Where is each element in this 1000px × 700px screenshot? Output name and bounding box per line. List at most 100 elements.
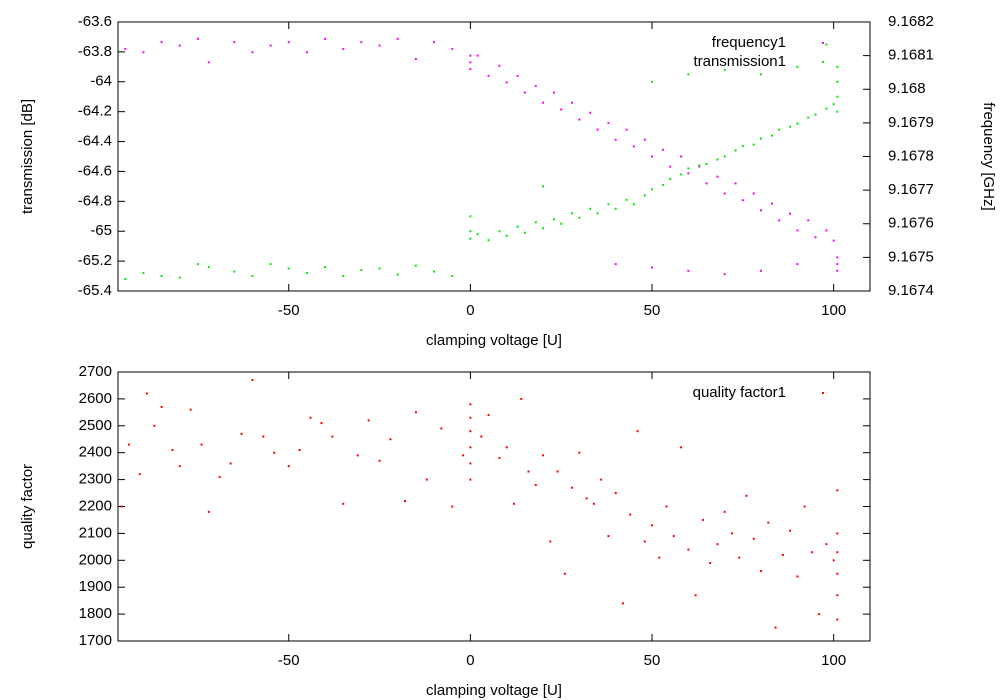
data-point [818,613,821,616]
y2-tick-label: 9.1674 [888,282,934,299]
data-point [469,430,472,433]
data-point [171,449,174,452]
data-point [752,192,755,195]
data-point [661,148,664,151]
data-point [469,462,472,465]
data-point [360,41,363,44]
data-point [781,553,784,556]
data-point [487,414,490,417]
data-point [789,125,792,128]
data-point [542,101,545,104]
data-point [414,264,417,267]
data-point [433,41,436,44]
data-point [138,473,141,476]
data-point [560,222,563,225]
data-point [552,218,555,221]
data-point [578,216,581,219]
data-point [836,80,839,83]
data-point [469,446,472,449]
data-point [760,137,763,140]
data-point [124,47,127,50]
data-point [723,510,726,513]
data-point [760,269,763,272]
data-point [229,462,232,465]
data-point [832,559,835,562]
x-tick-label: -50 [278,302,300,319]
legend-marker [822,61,824,63]
y-tick-label: 2500 [79,417,112,434]
y-axis-label: transmission [dB] [19,99,36,214]
y-tick-label: 2400 [79,444,112,461]
data-point [745,494,748,497]
data-point [651,524,654,527]
data-point [734,182,737,185]
y2-tick-label: 9.1681 [888,47,934,64]
data-point [516,74,519,77]
data-point [367,419,370,422]
data-point [476,54,479,57]
data-point [632,203,635,206]
data-point [324,37,327,40]
data-point [563,572,566,575]
data-point [698,165,701,168]
data-point [331,435,334,438]
data-point [770,134,773,137]
data-point [469,416,472,419]
data-point [578,118,581,121]
data-point [716,543,719,546]
data-point [542,227,545,230]
data-point [810,551,813,554]
data-point [760,570,763,573]
data-point [378,267,381,270]
data-point [142,272,145,275]
x-tick-label: 0 [466,302,474,319]
data-point [124,278,127,281]
data-point [305,51,308,54]
data-point [651,188,654,191]
data-point [741,199,744,202]
y2-tick-label: 9.1682 [888,13,934,30]
data-point [451,47,454,50]
data-point [709,561,712,564]
data-point [832,103,835,106]
data-point [262,435,265,438]
data-point [600,478,603,481]
y-tick-label: -64 [90,73,112,90]
data-point [469,230,472,233]
data-point [836,551,839,554]
data-point [661,183,664,186]
data-point [360,269,363,272]
data-point [621,602,624,605]
data-point [832,239,835,242]
data-point [389,438,392,441]
y-tick-label: -64.4 [78,133,112,150]
data-point [596,128,599,131]
y-tick-label: -63.8 [78,43,112,60]
data-point [571,212,574,215]
data-point [378,44,381,47]
y-tick-label: -64.8 [78,192,112,209]
data-point [196,263,199,266]
data-point [734,149,737,152]
data-point [687,172,690,175]
data-point [651,155,654,158]
data-point [716,175,719,178]
data-point [607,535,610,538]
data-point [309,416,312,419]
data-point [687,73,690,76]
data-point [836,95,839,98]
x-tick-label: 50 [644,652,661,669]
data-point [120,505,123,508]
x-tick-label: 100 [821,302,846,319]
data-point [469,478,472,481]
data-point [578,451,581,454]
data-point [836,110,839,113]
data-point [451,275,454,278]
data-point [752,537,755,540]
data-point [160,275,163,278]
y-tick-label: 2100 [79,524,112,541]
data-point [632,145,635,148]
data-point [836,572,839,575]
data-point [738,556,741,559]
data-point [796,229,799,232]
